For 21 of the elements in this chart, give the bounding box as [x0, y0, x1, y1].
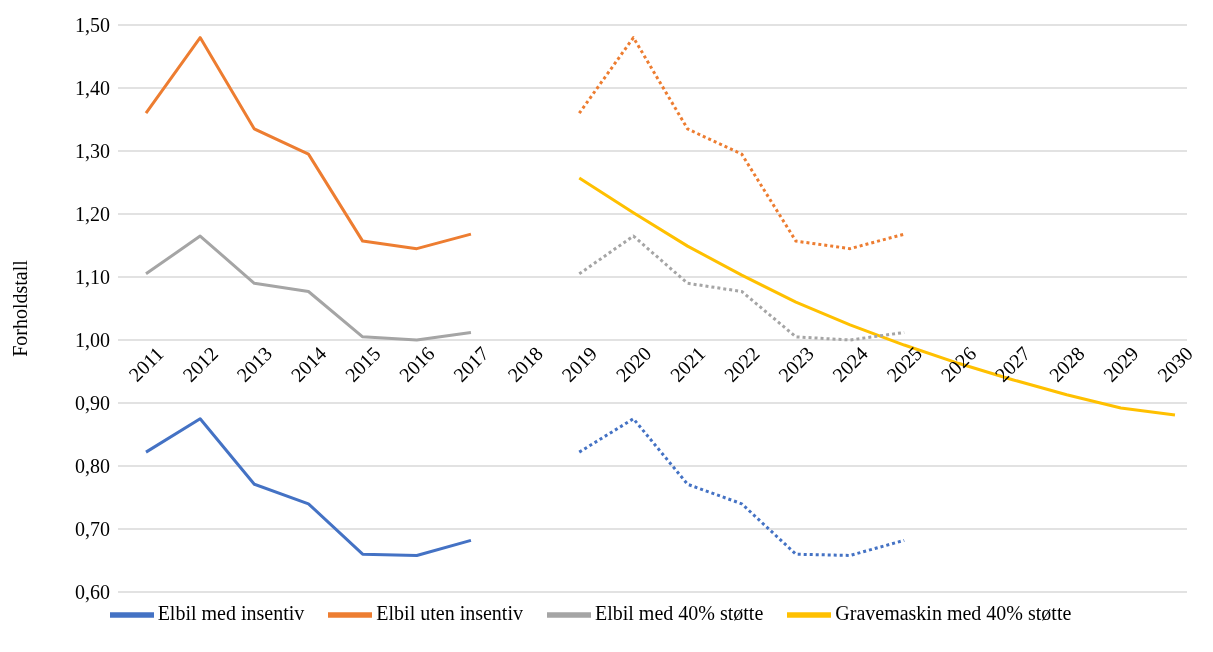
y-tick-label: 1,20 — [75, 203, 110, 226]
x-tick-label: 2011 — [124, 342, 168, 386]
line-series — [144, 234, 473, 342]
y-tick-label: 1,40 — [75, 77, 110, 100]
legend-label: Elbil med 40% støtte — [594, 601, 764, 624]
line-series — [577, 417, 906, 557]
y-tick-label: 0,70 — [75, 518, 110, 541]
y-tick-label: 1,00 — [75, 329, 110, 352]
y-tick-label: 1,30 — [75, 140, 110, 163]
legend-label: Gravemaskin med 40% støtte — [835, 601, 1072, 624]
legend-label: Elbil med insentiv — [157, 601, 305, 624]
y-axis-title: Forholdstall — [9, 259, 32, 357]
y-tick-label: 0,80 — [75, 455, 110, 478]
y-tick-label: 1,50 — [75, 14, 110, 37]
line-series — [144, 36, 473, 251]
y-tick-label: 1,10 — [75, 266, 110, 289]
y-tick-label: 0,60 — [75, 581, 110, 604]
legend-label: Elbil uten insentiv — [376, 601, 523, 624]
line-series — [144, 417, 473, 557]
line-series — [577, 36, 906, 251]
y-tick-label: 0,90 — [75, 392, 110, 415]
